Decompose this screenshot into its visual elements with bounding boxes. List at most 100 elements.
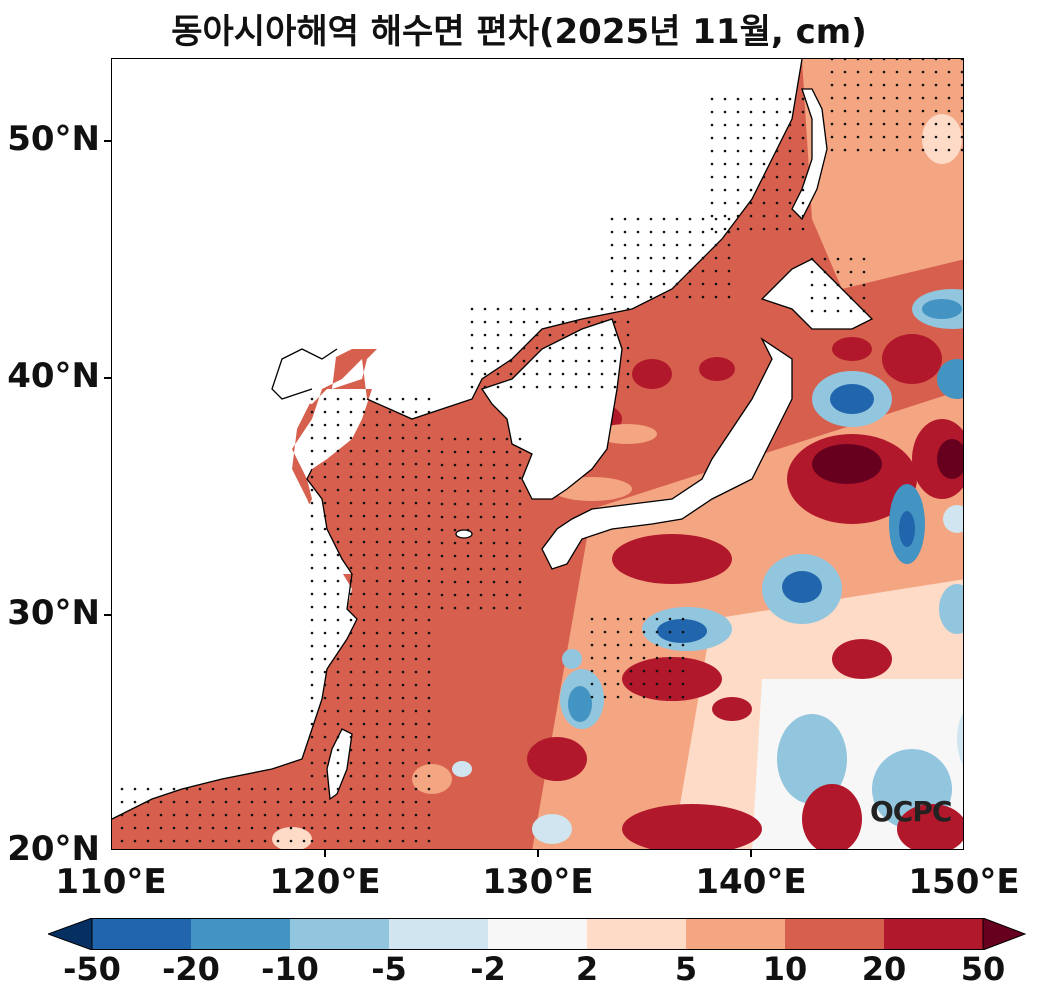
significance-dot bbox=[310, 514, 314, 518]
significance-dot bbox=[775, 227, 779, 231]
significance-dot bbox=[788, 162, 792, 166]
significance-dot bbox=[185, 813, 189, 817]
significance-dot bbox=[613, 359, 617, 363]
significance-dot bbox=[310, 722, 314, 726]
significance-dot bbox=[823, 296, 827, 300]
significance-dot bbox=[723, 227, 727, 231]
significance-dot bbox=[548, 385, 552, 389]
significance-dot bbox=[801, 149, 805, 153]
significance-dot bbox=[414, 397, 418, 401]
significance-dot bbox=[775, 149, 779, 153]
significance-dot bbox=[548, 359, 552, 363]
significance-dot bbox=[172, 813, 176, 817]
significance-dot bbox=[496, 333, 500, 337]
significance-dot bbox=[388, 657, 392, 661]
significance-dot bbox=[401, 748, 405, 752]
significance-dot bbox=[224, 800, 228, 804]
significance-dot bbox=[629, 682, 633, 686]
significance-dot bbox=[427, 540, 431, 544]
colorbar-bin bbox=[389, 918, 488, 950]
significance-dot bbox=[146, 839, 150, 843]
colorbar-bin bbox=[686, 918, 785, 950]
significance-dot bbox=[668, 695, 672, 699]
significance-dot bbox=[414, 566, 418, 570]
significance-dot bbox=[401, 527, 405, 531]
significance-dot bbox=[375, 488, 379, 492]
significance-dot bbox=[362, 748, 366, 752]
significance-dot bbox=[960, 70, 963, 74]
significance-dot bbox=[843, 83, 847, 87]
significance-dot bbox=[810, 296, 814, 300]
significance-dot bbox=[146, 826, 150, 830]
significance-dot bbox=[276, 787, 280, 791]
significance-dot bbox=[323, 709, 327, 713]
significance-dot bbox=[336, 709, 340, 713]
significance-dot bbox=[492, 515, 496, 519]
significance-dot bbox=[388, 410, 392, 414]
significance-dot bbox=[427, 709, 431, 713]
significance-dot bbox=[749, 214, 753, 218]
significance-dot bbox=[388, 579, 392, 583]
significance-dot bbox=[518, 437, 522, 441]
significance-dot bbox=[375, 670, 379, 674]
significance-dot bbox=[250, 813, 254, 817]
significance-dot bbox=[649, 295, 653, 299]
significance-dot bbox=[600, 372, 604, 376]
significance-dot bbox=[466, 489, 470, 493]
significance-dot bbox=[427, 722, 431, 726]
significance-dot bbox=[388, 475, 392, 479]
significance-dot bbox=[375, 514, 379, 518]
significance-dot bbox=[810, 309, 814, 313]
significance-dot bbox=[762, 201, 766, 205]
significance-dot bbox=[762, 188, 766, 192]
significance-dot bbox=[492, 489, 496, 493]
significance-dot bbox=[466, 580, 470, 584]
significance-dot bbox=[655, 656, 659, 660]
significance-dot bbox=[587, 385, 591, 389]
significance-dot bbox=[830, 148, 834, 152]
significance-dot bbox=[336, 774, 340, 778]
significance-dot bbox=[522, 320, 526, 324]
significance-dot bbox=[440, 606, 444, 610]
significance-dot bbox=[427, 501, 431, 505]
significance-dot bbox=[302, 800, 306, 804]
significance-dot bbox=[414, 592, 418, 596]
significance-dot bbox=[414, 735, 418, 739]
significance-dot bbox=[310, 787, 314, 791]
significance-dot bbox=[401, 514, 405, 518]
significance-dot bbox=[483, 385, 487, 389]
significance-dot bbox=[505, 437, 509, 441]
significance-dot bbox=[336, 592, 340, 596]
significance-dot bbox=[440, 593, 444, 597]
significance-dot bbox=[710, 149, 714, 153]
significance-dot bbox=[349, 436, 353, 440]
significance-dot bbox=[590, 643, 594, 647]
significance-dot bbox=[336, 813, 340, 817]
significance-dot bbox=[349, 475, 353, 479]
significance-dot bbox=[362, 410, 366, 414]
significance-dot bbox=[849, 270, 853, 274]
significance-dot bbox=[535, 372, 539, 376]
significance-dot bbox=[836, 257, 840, 261]
significance-dot bbox=[237, 800, 241, 804]
significance-dot bbox=[710, 136, 714, 140]
significance-dot bbox=[736, 162, 740, 166]
significance-dot bbox=[830, 70, 834, 74]
significance-dot bbox=[120, 839, 124, 843]
significance-dot bbox=[362, 436, 366, 440]
significance-dot bbox=[681, 617, 685, 621]
significance-dot bbox=[263, 787, 267, 791]
significance-dot bbox=[934, 59, 938, 61]
significance-dot bbox=[440, 476, 444, 480]
significance-dot bbox=[414, 670, 418, 674]
colorbar-label: 10 bbox=[762, 950, 808, 988]
significance-dot bbox=[701, 217, 705, 221]
significance-dot bbox=[492, 606, 496, 610]
significance-dot bbox=[323, 605, 327, 609]
significance-dot bbox=[414, 800, 418, 804]
significance-dot bbox=[401, 605, 405, 609]
significance-dot bbox=[960, 59, 963, 61]
significance-dot bbox=[440, 502, 444, 506]
significance-dot bbox=[336, 605, 340, 609]
significance-dot bbox=[440, 541, 444, 545]
